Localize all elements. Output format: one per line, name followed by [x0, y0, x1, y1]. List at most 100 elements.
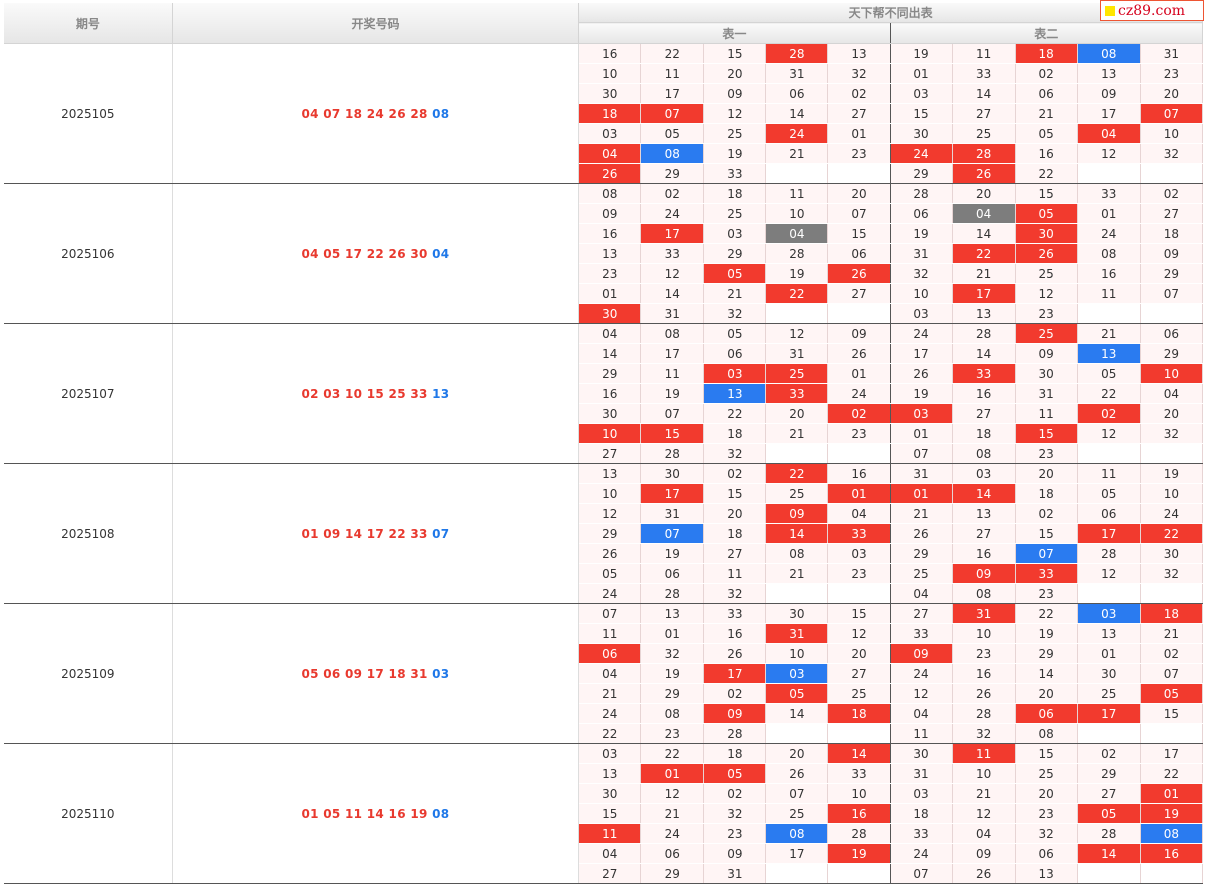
- table-row: 30 17 09 06 02 03 14 06 09 20: [4, 83, 1204, 104]
- number-cell: 30: [1140, 543, 1204, 564]
- number-cell: 19: [890, 383, 953, 404]
- number-cell: 05: [1015, 203, 1078, 224]
- number-cell: 18: [1015, 483, 1078, 504]
- number-cell: 19: [640, 383, 705, 404]
- number-cell: 31: [890, 463, 953, 484]
- number-cell: 13: [952, 303, 1016, 324]
- number-cell: 17: [1077, 703, 1141, 724]
- number-cell: 04: [578, 323, 642, 344]
- lottery-table: 期号 开奖号码 天下帮不同出表 表一 表二 2025105 04 07 18 24…: [4, 3, 1204, 884]
- number-cell: 04: [827, 503, 891, 524]
- number-cell: 33: [640, 243, 705, 264]
- number-cell: 07: [890, 443, 953, 464]
- number-cell: 12: [578, 503, 642, 524]
- number-cell: 02: [1140, 183, 1204, 204]
- number-cell: 08: [640, 323, 705, 344]
- number-cell: 10: [890, 283, 953, 304]
- number-cell: 28: [952, 323, 1016, 344]
- number-cell: 19: [1015, 623, 1078, 644]
- header-draw-numbers[interactable]: 开奖号码: [172, 3, 580, 44]
- number-cell: 15: [1140, 703, 1204, 724]
- number-cell: 26: [703, 643, 767, 664]
- number-cell: 21: [1015, 103, 1078, 124]
- number-cell: 08: [1140, 823, 1204, 844]
- number-cell: 14: [952, 343, 1016, 364]
- number-cell: [827, 303, 891, 324]
- number-cell: 06: [1015, 83, 1078, 104]
- number-cell: 17: [640, 223, 705, 244]
- number-cell: 01: [890, 483, 953, 504]
- number-cell: 22: [1140, 523, 1204, 544]
- number-cell: [1077, 163, 1141, 184]
- table-row: 06 32 26 10 20 09 23 29 01 02: [4, 643, 1204, 664]
- issue-number: 2025108: [4, 463, 173, 604]
- number-cell: 14: [765, 703, 829, 724]
- number-cell: 16: [1015, 143, 1078, 164]
- number-cell: 02: [1077, 743, 1141, 764]
- number-cell: 16: [703, 623, 767, 644]
- header-issue[interactable]: 期号: [4, 3, 173, 44]
- number-cell: 27: [1077, 783, 1141, 804]
- number-cell: 03: [890, 783, 953, 804]
- number-cell: 12: [640, 263, 705, 284]
- number-cell: 16: [952, 383, 1016, 404]
- number-cell: 03: [890, 403, 953, 424]
- number-cell: 23: [640, 723, 705, 744]
- number-cell: 12: [640, 783, 705, 804]
- issue-number: 2025109: [4, 603, 173, 744]
- number-cell: 22: [765, 463, 829, 484]
- site-watermark: cz89.com: [1100, 0, 1204, 21]
- number-cell: 28: [952, 703, 1016, 724]
- table-row: 26 19 27 08 03 29 16 07 28 30: [4, 543, 1204, 564]
- number-cell: 10: [952, 763, 1016, 784]
- number-cell: 03: [703, 363, 767, 384]
- number-cell: 32: [952, 723, 1016, 744]
- number-cell: [1077, 863, 1141, 884]
- number-cell: 01: [1140, 783, 1204, 804]
- number-cell: 33: [827, 523, 891, 544]
- number-cell: 05: [1140, 683, 1204, 704]
- number-cell: 07: [1140, 103, 1204, 124]
- table-row: 24 28 32 04 08 23: [4, 583, 1204, 604]
- number-cell: 07: [578, 603, 642, 624]
- number-cell: 11: [640, 363, 705, 384]
- number-cell: 29: [1015, 643, 1078, 664]
- number-cell: 05: [703, 263, 767, 284]
- table-row: 2025105 04 07 18 24 26 28 08 16 22 15 28 13 19 1…: [4, 43, 1204, 184]
- number-cell: 13: [952, 503, 1016, 524]
- number-cell: 28: [952, 143, 1016, 164]
- number-cell: 29: [703, 243, 767, 264]
- number-cell: 14: [952, 223, 1016, 244]
- number-cell: 01: [890, 423, 953, 444]
- number-cell: 15: [703, 43, 767, 64]
- number-cell: 24: [765, 123, 829, 144]
- number-cell: 05: [765, 683, 829, 704]
- number-cell: 30: [890, 123, 953, 144]
- number-cell: 28: [765, 243, 829, 264]
- number-cell: 19: [1140, 463, 1204, 484]
- number-cell: 11: [1015, 403, 1078, 424]
- number-cell: 14: [765, 103, 829, 124]
- table-row: 2025107 02 03 10 15 25 33 13 04 08 05 12 09 24 2…: [4, 323, 1204, 464]
- number-cell: 16: [1077, 263, 1141, 284]
- number-cell: 03: [952, 463, 1016, 484]
- number-cell: 24: [890, 663, 953, 684]
- number-cell: [1140, 303, 1204, 324]
- number-cell: [1140, 443, 1204, 464]
- number-cell: 15: [827, 603, 891, 624]
- number-cell: 15: [890, 103, 953, 124]
- number-cell: 06: [827, 243, 891, 264]
- number-cell: 11: [578, 623, 642, 644]
- number-cell: 18: [703, 423, 767, 444]
- number-cell: 08: [765, 543, 829, 564]
- number-cell: 14: [640, 283, 705, 304]
- number-cell: [765, 443, 829, 464]
- number-cell: 20: [765, 403, 829, 424]
- number-cell: 01: [827, 123, 891, 144]
- number-cell: 29: [640, 863, 705, 884]
- number-cell: 30: [890, 743, 953, 764]
- number-cell: 03: [890, 303, 953, 324]
- number-cell: 09: [1077, 83, 1141, 104]
- number-cell: 15: [827, 223, 891, 244]
- number-cell: 25: [952, 123, 1016, 144]
